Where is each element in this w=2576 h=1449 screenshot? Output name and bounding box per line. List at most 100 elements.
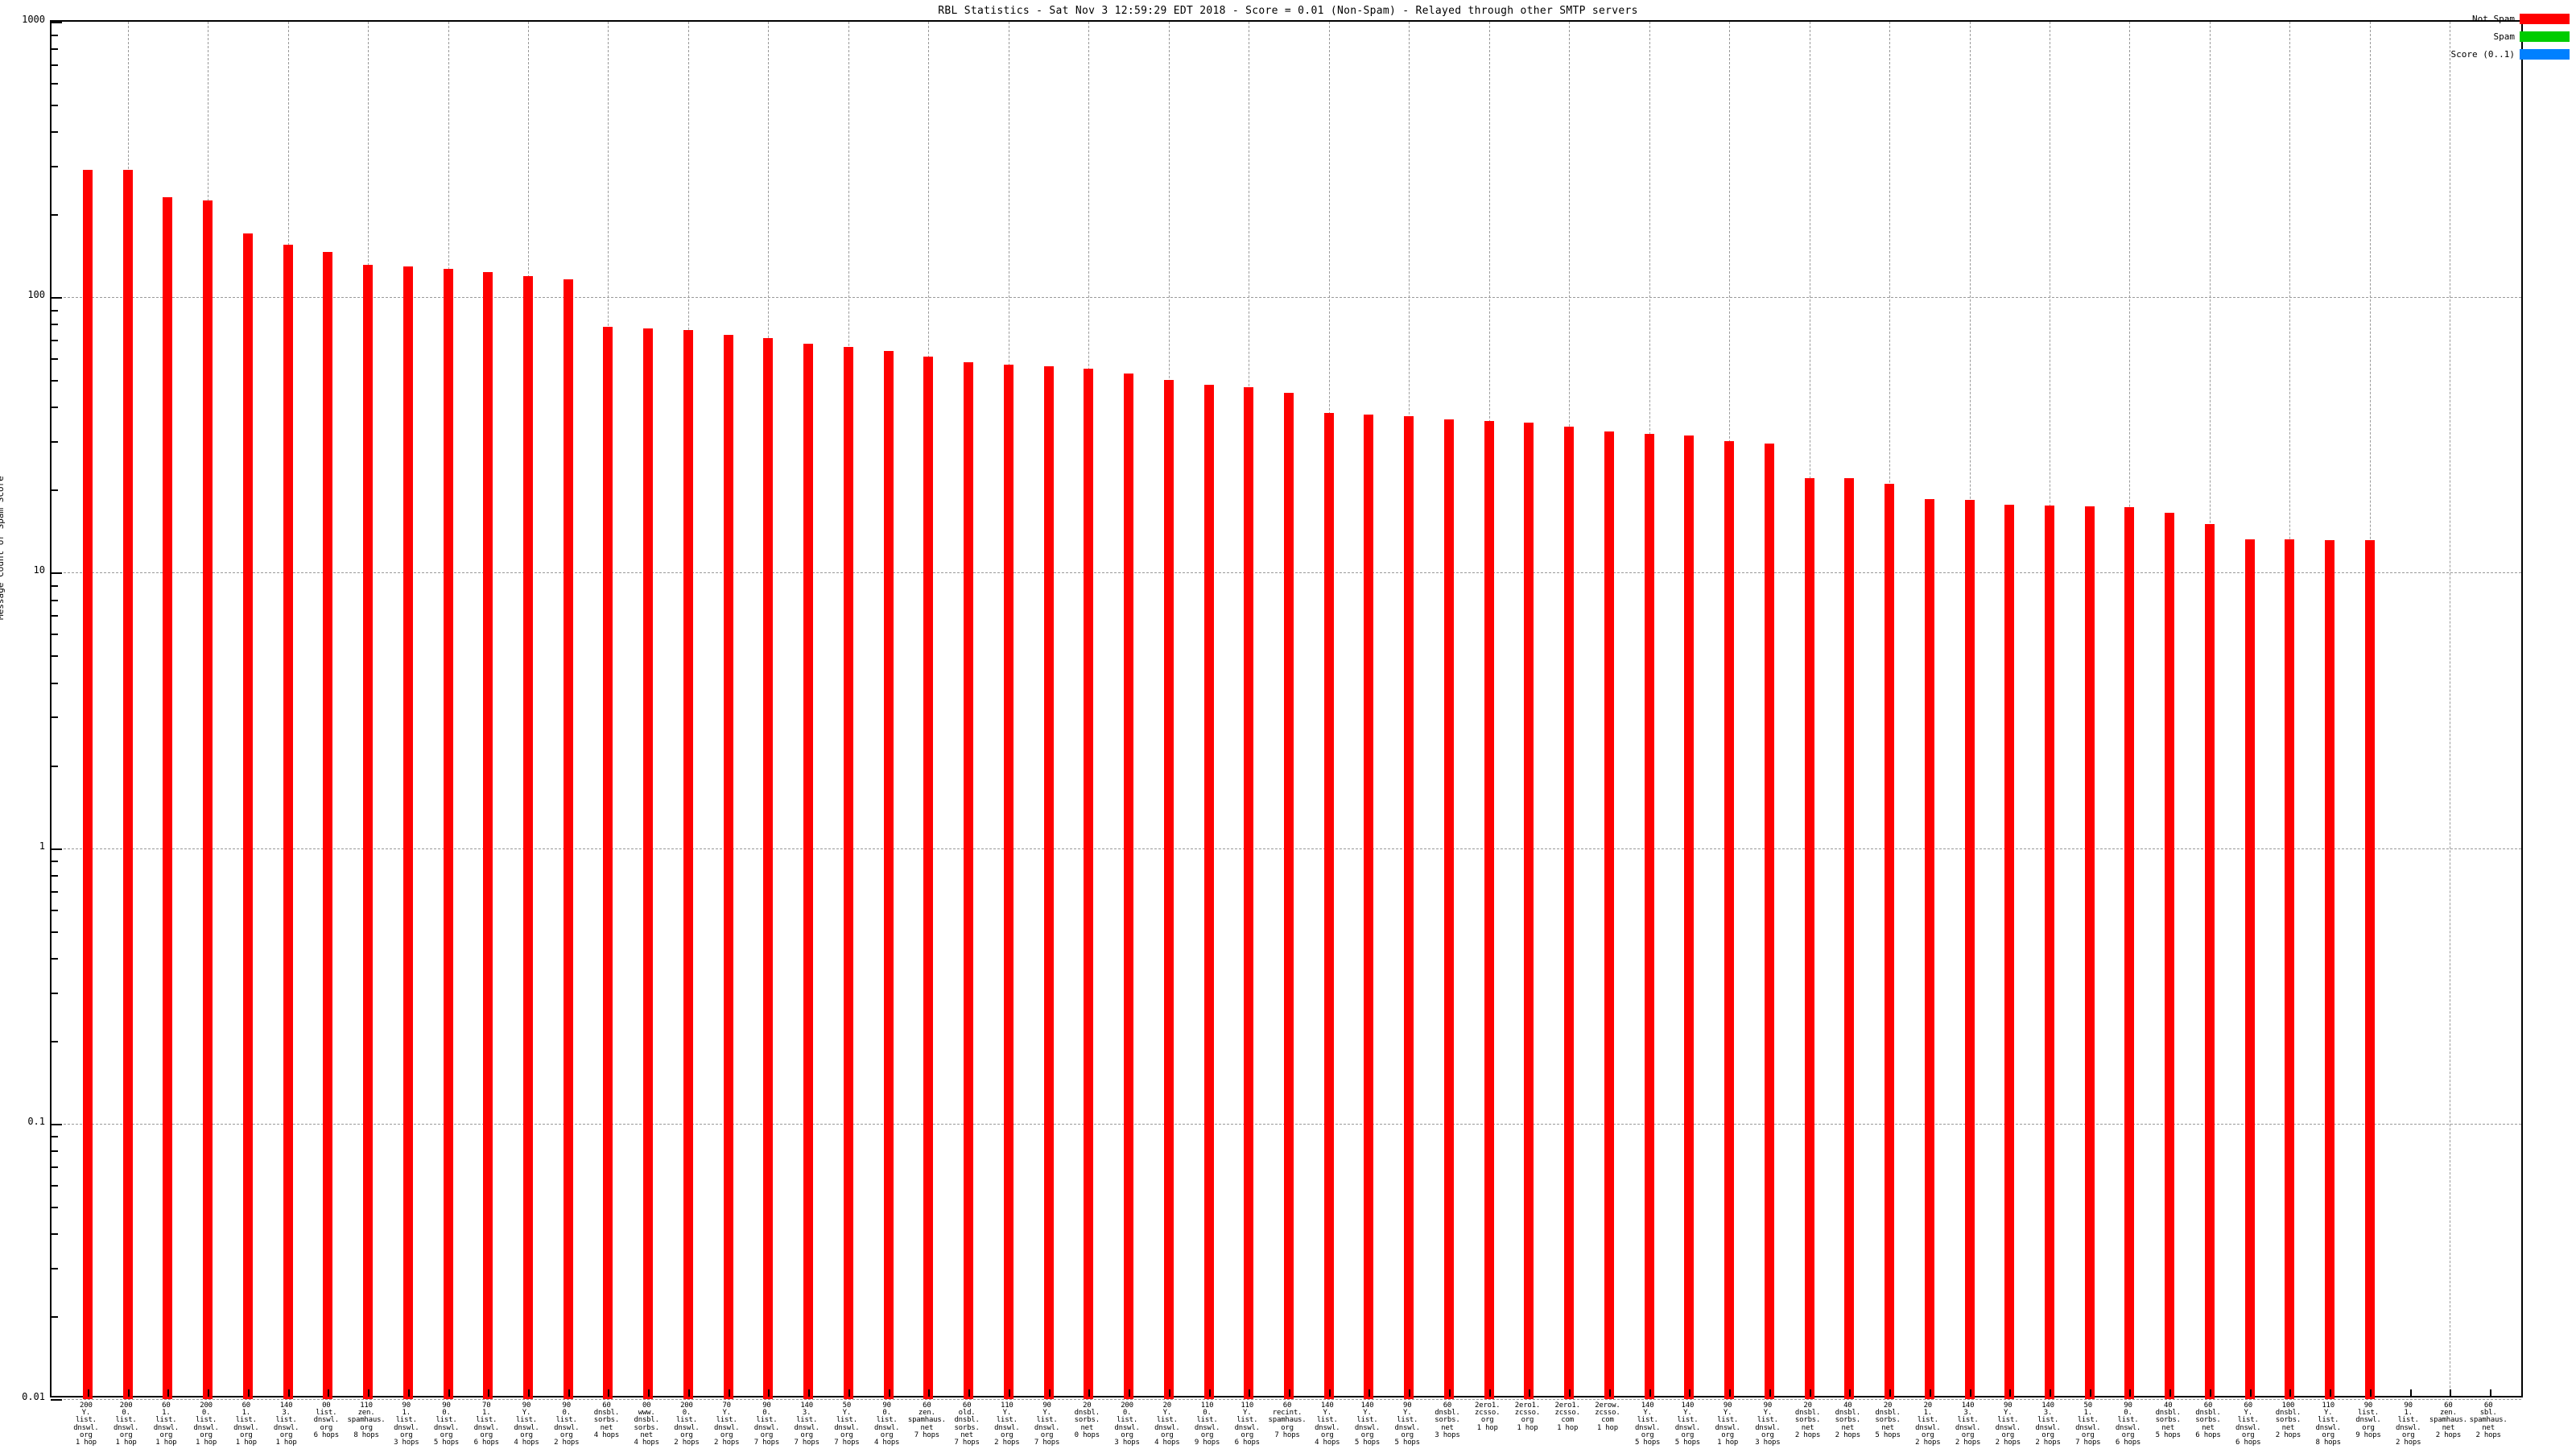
y-tick-minor [51,909,58,911]
x-axis-tick-label: 110 Y. list. dnswl. org 2 hops [994,1402,1020,1447]
x-axis-tick-label: 90 0. list. dnswl. org 6 hops [2115,1402,2141,1447]
y-tick-major [51,572,62,575]
bar [1203,385,1214,1399]
x-tick [568,1389,570,1397]
bar [82,169,93,1399]
bar [163,197,173,1399]
y-tick-minor [51,105,58,106]
bar [2285,539,2295,1399]
y-tick-minor [51,489,58,492]
x-axis-tick-label: 50 1. list. dnswl. org 7 hops [2075,1402,2101,1447]
x-tick [1929,1389,1931,1397]
x-axis-tick-label: 2erow. zcsso. com 1 hop [1595,1402,1620,1432]
x-axis-tick-label: 60 dnsbl. sorbs. net 3 hops [1435,1402,1460,1439]
x-axis-tick-label: 90 Y. list. dnswl. org 4 hops [514,1402,539,1447]
x-axis-tick-label: 00 list. dnswl. org 6 hops [313,1402,340,1439]
bar [2204,524,2215,1399]
x-tick [247,1389,250,1397]
bar [1084,369,1094,1399]
y-tick-minor [51,615,58,617]
legend-swatch [2520,48,2570,60]
x-tick [1689,1389,1691,1397]
bar [402,266,413,1399]
x-tick [1328,1389,1331,1397]
x-axis-tick-label: 140 3. list. dnswl. org 2 hops [1955,1402,1981,1447]
bar [923,356,934,1399]
x-tick [1168,1389,1170,1397]
bar [1244,387,1254,1399]
x-axis-tick-label: 2ero1. zcsso. org 1 hop [1475,1402,1501,1432]
x-tick [2289,1389,2292,1397]
x-axis-tick-label: 200 0. list. dnswl. org 2 hops [674,1402,700,1447]
bar [522,276,533,1399]
y-tick-minor [51,309,58,312]
page-title: RBL Statistics - Sat Nov 3 12:59:29 EDT … [938,5,1638,17]
x-axis-tick-label: 90 0. list. dnswl. org 5 hops [433,1402,460,1447]
x-tick [1608,1389,1611,1397]
y-tick-minor [51,380,58,382]
bar [683,329,693,1399]
x-axis-tick-label: 90 1. list. dnswl. org 2 hops [2395,1402,2421,1447]
x-tick [1208,1389,1211,1397]
bar [843,346,853,1399]
x-tick [1048,1389,1051,1397]
bar [122,169,133,1399]
bar [763,338,774,1399]
bar [1964,499,1975,1399]
y-tick-minor [51,407,58,409]
x-tick [848,1389,850,1397]
x-axis-tick-label: 110 Y. list. dnswl. org 8 hops [2315,1402,2342,1447]
y-tick-major [51,297,62,299]
x-tick [488,1389,490,1397]
x-axis-tick-label: 20 1. list. dnswl. org 2 hops [1915,1402,1941,1447]
x-axis-tick-label: 60 1. list. dnswl. org 1 hop [153,1402,180,1447]
y-tick-minor [51,1150,58,1152]
bar [283,245,293,1399]
y-tick-minor [51,861,58,863]
y-tick-minor [51,655,58,658]
x-axis-tick-label: 200 Y. list. dnswl. org 1 hop [73,1402,99,1447]
x-axis-tick-label: 90 Y. list. dnswl. org 7 hops [1034,1402,1060,1447]
x-axis-tick-label: 60 dnsbl. sorbs. net 4 hops [593,1402,620,1439]
bar [1924,498,1934,1399]
x-tick [127,1389,130,1397]
y-tick-minor [51,1315,58,1318]
y-tick-minor [51,1184,58,1187]
bar [2244,539,2255,1399]
bar [1163,380,1174,1399]
bar [2124,506,2135,1399]
bar [1404,415,1414,1399]
y-axis-tick-label: 10 [33,564,45,576]
x-axis-tick-label: 20 dnsbl. sorbs. net 0 hops [1074,1402,1100,1439]
x-tick [608,1389,610,1397]
x-axis-tick-label: 2ero1. zcsso. com 1 hop [1554,1402,1581,1432]
bar [1124,373,1134,1399]
x-axis-tick-label: 40 dnsbl. sorbs. net 5 hops [2155,1402,2182,1439]
x-tick [1488,1389,1491,1397]
bar [1284,392,1294,1399]
legend-item: Score (0..1) [2384,45,2570,63]
x-axis-tick-label: 40 dnsbl. sorbs. net 2 hops [1835,1402,1861,1439]
bar [883,350,894,1399]
bar [1323,412,1334,1399]
bar [1003,364,1013,1399]
gridline-horizontal [52,297,2521,299]
bar [203,200,213,1399]
legend-label: Score (0..1) [2450,48,2515,60]
x-axis-tick-label: 60 1. list. dnswl. org 1 hop [233,1402,259,1447]
bar [1484,421,1494,1399]
bar [2004,505,2015,1399]
x-axis-tick-label: 200 0. list. dnswl. org 3 hops [1114,1402,1140,1447]
bar [483,272,493,1399]
legend-label: Spam [2493,31,2516,42]
bar [1564,426,1575,1399]
x-axis-tick-label: 110 Y. list. dnswl. org 6 hops [1234,1402,1261,1447]
x-axis-labels: 200 Y. list. dnswl. org 1 hop 200 0. list… [50,1402,2523,1449]
legend-swatch [2520,13,2570,24]
x-tick [328,1389,330,1397]
bar [1885,484,1895,1399]
bar [1844,478,1855,1399]
bar [2165,512,2175,1399]
x-tick [2330,1389,2332,1397]
